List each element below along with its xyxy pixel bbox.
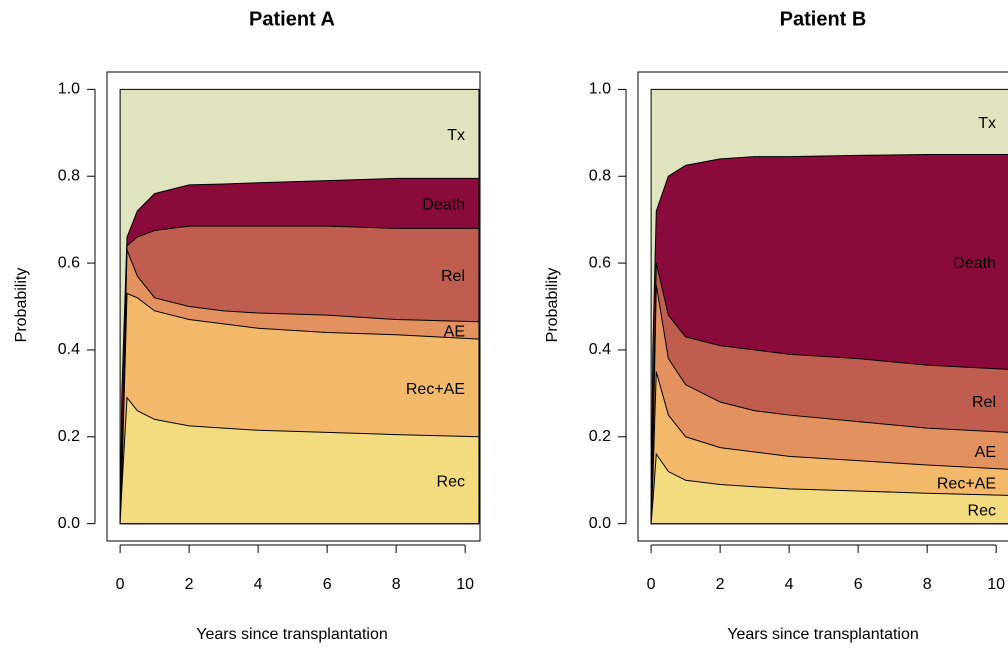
series-label: Rel: [441, 268, 465, 285]
x-tick-label: 6: [323, 576, 332, 593]
chart-title: Patient A: [249, 8, 335, 30]
y-tick-label: 0.6: [58, 254, 80, 271]
chart-title: Patient B: [780, 8, 867, 30]
y-tick-label: 1.0: [589, 81, 611, 98]
x-tick-label: 10: [456, 576, 474, 593]
plot-frame: [637, 71, 1008, 542]
area: [650, 452, 1008, 525]
series-label: Rel: [972, 394, 996, 411]
y-tick-label: 0.6: [589, 254, 611, 271]
series-label: Tx: [978, 115, 996, 132]
x-tick-label: 4: [254, 576, 263, 593]
x-tick-label: 8: [392, 576, 401, 593]
series-label: Death: [953, 255, 996, 272]
y-tick-label: 0.2: [589, 428, 611, 445]
area: [119, 396, 480, 525]
series-label: Tx: [447, 127, 465, 144]
series-label: Rec+AE: [406, 381, 465, 398]
y-tick-label: 0.4: [589, 341, 611, 358]
series-label: Rec: [437, 473, 465, 490]
x-tick-label: 0: [116, 576, 125, 593]
x-axis-label: Years since transplantation: [196, 626, 388, 643]
y-tick-label: 0.8: [589, 167, 611, 184]
y-tick-label: 0.0: [58, 515, 80, 532]
series-label: Death: [422, 197, 465, 214]
y-tick-label: 0.4: [58, 341, 80, 358]
series-label: AE: [975, 444, 996, 461]
x-tick-label: 6: [854, 576, 863, 593]
x-axis-label: Years since transplantation: [727, 626, 919, 643]
x-tick-label: 0: [647, 576, 656, 593]
series-label: Rec+AE: [937, 476, 996, 493]
y-tick-label: 0.2: [58, 428, 80, 445]
x-tick-label: 8: [923, 576, 932, 593]
series-label: Rec: [968, 503, 996, 520]
y-axis-label: Probability: [544, 268, 561, 343]
panel: Patient A Years since transplantation Prob…: [13, 8, 481, 643]
y-tick-label: 0.0: [589, 515, 611, 532]
y-axis-label: Probability: [13, 268, 30, 343]
series-label: AE: [444, 324, 465, 341]
panel: Patient B Years since transplantation Prob…: [544, 8, 1008, 643]
x-tick-label: 4: [785, 576, 794, 593]
x-tick-label: 10: [987, 576, 1005, 593]
plot-frame: [106, 71, 481, 542]
y-tick-label: 1.0: [58, 81, 80, 98]
x-tick-label: 2: [185, 576, 194, 593]
y-tick-label: 0.8: [58, 167, 80, 184]
x-tick-label: 2: [716, 576, 725, 593]
